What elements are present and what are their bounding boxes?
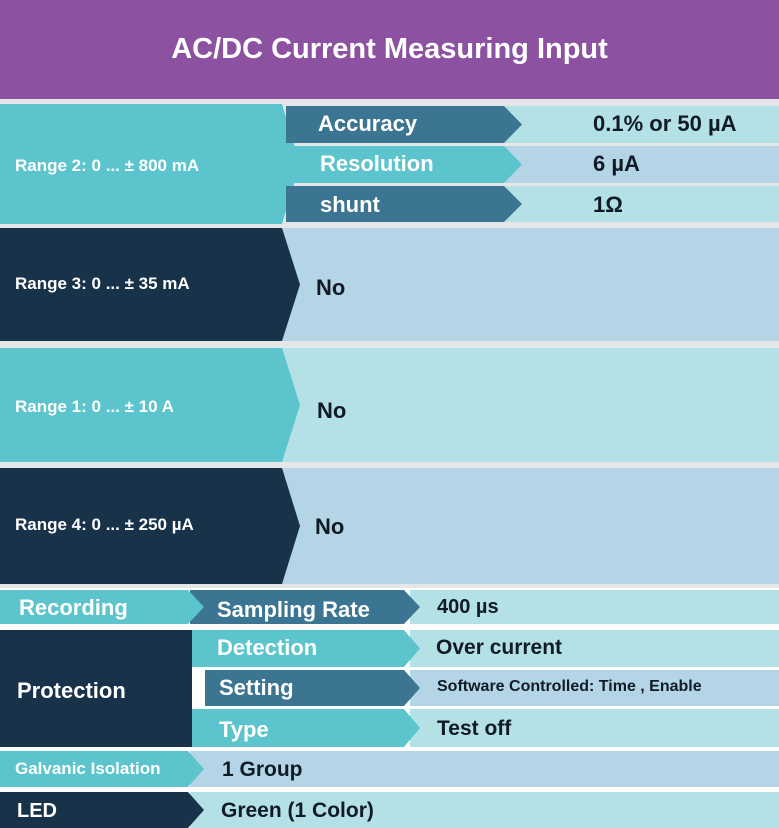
- galvanic-label-arrow: [0, 751, 204, 787]
- led-label: LED: [17, 800, 57, 822]
- type-value: Test off: [437, 717, 512, 740]
- type-label: Type: [219, 717, 269, 742]
- sampling-rate-label: Sampling Rate: [217, 597, 370, 622]
- page-title: AC/DC Current Measuring Input: [0, 0, 779, 99]
- type-param-arrow: [192, 709, 420, 747]
- sampling-rate-value-cell: [410, 590, 779, 624]
- detection-value-cell: [410, 630, 779, 667]
- range-1-value: No: [317, 398, 347, 423]
- range-3-value: No: [316, 275, 346, 300]
- setting-value: Software Controlled: Time , Enable: [437, 678, 702, 695]
- range-2-label: Range 2: 0 ... ± 800 mA: [15, 156, 200, 175]
- range-4-label-arrow: [0, 468, 300, 584]
- range-4-value: No: [315, 514, 345, 539]
- resolution-label: Resolution: [320, 151, 434, 176]
- range-1-value-cell: [282, 348, 779, 462]
- protection-label: Protection: [17, 678, 126, 703]
- galvanic-value-cell: [190, 751, 779, 787]
- range-3-label: Range 3: 0 ... ± 35 mA: [15, 274, 190, 293]
- range-2-label-arrow: [0, 104, 300, 224]
- sampling-rate-value: 400 µs: [437, 596, 499, 618]
- range-1-label: Range 1: 0 ... ± 10 A: [15, 397, 174, 416]
- detection-value: Over current: [436, 636, 563, 659]
- sampling-rate-param-arrow: [190, 590, 420, 624]
- shunt-value: 1Ω: [593, 192, 623, 217]
- range-3-label-arrow: [0, 228, 300, 341]
- setting-label: Setting: [219, 675, 294, 700]
- shunt-label: shunt: [320, 192, 380, 217]
- resolution-param-arrow: [286, 146, 522, 183]
- detection-label: Detection: [217, 635, 318, 660]
- setting-value-cell: [410, 670, 779, 706]
- galvanic-label: Galvanic Isolation: [15, 759, 161, 778]
- type-value-cell: [410, 709, 779, 747]
- accuracy-value-cell: [505, 106, 779, 143]
- range-4-label: Range 4: 0 ... ± 250 µA: [15, 515, 194, 534]
- range-1-label-arrow: [0, 348, 300, 462]
- accuracy-label: Accuracy: [318, 111, 418, 136]
- range-4-value-cell: [282, 468, 779, 584]
- protection-label-cell: [0, 630, 192, 747]
- recording-label-arrow: [0, 590, 204, 624]
- resolution-value: 6 µA: [593, 151, 640, 176]
- shunt-param-arrow: [286, 186, 522, 222]
- galvanic-value: 1 Group: [222, 758, 303, 781]
- range-3-value-cell: [282, 228, 779, 341]
- setting-param-arrow: [205, 670, 420, 706]
- led-value: Green (1 Color): [221, 799, 374, 822]
- shunt-value-cell: [505, 186, 779, 222]
- resolution-value-cell: [505, 146, 779, 183]
- accuracy-param-arrow: [286, 106, 522, 143]
- accuracy-value: 0.1% or 50 µA: [593, 111, 737, 136]
- recording-label: Recording: [19, 595, 128, 620]
- led-value-cell: [190, 792, 779, 828]
- detection-param-arrow: [192, 630, 420, 667]
- led-label-arrow: [0, 792, 204, 828]
